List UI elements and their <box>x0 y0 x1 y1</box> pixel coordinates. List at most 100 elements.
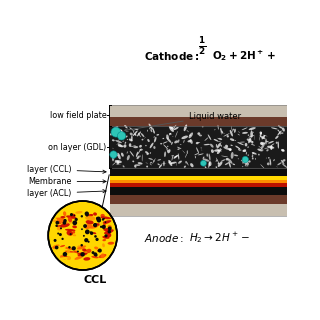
Circle shape <box>84 212 89 216</box>
Text: $H_2 \rightarrow 2H^+ -$: $H_2 \rightarrow 2H^+ -$ <box>189 230 250 245</box>
Ellipse shape <box>181 136 188 139</box>
Ellipse shape <box>57 245 66 250</box>
Ellipse shape <box>214 129 215 130</box>
Circle shape <box>92 251 95 254</box>
Ellipse shape <box>171 126 175 128</box>
Bar <box>110 168 287 176</box>
Ellipse shape <box>217 150 222 152</box>
Ellipse shape <box>108 242 114 245</box>
Ellipse shape <box>269 158 271 165</box>
Ellipse shape <box>99 254 107 258</box>
Ellipse shape <box>172 155 173 161</box>
Circle shape <box>117 132 126 140</box>
Ellipse shape <box>167 149 171 153</box>
Circle shape <box>53 239 57 242</box>
Ellipse shape <box>177 147 181 149</box>
Ellipse shape <box>217 143 221 148</box>
Ellipse shape <box>214 149 221 152</box>
Ellipse shape <box>116 161 119 164</box>
Circle shape <box>102 218 104 221</box>
Ellipse shape <box>220 145 222 147</box>
Ellipse shape <box>174 155 178 158</box>
Ellipse shape <box>112 161 117 165</box>
Ellipse shape <box>180 144 181 145</box>
Ellipse shape <box>217 151 220 154</box>
Ellipse shape <box>196 142 199 144</box>
Ellipse shape <box>249 127 256 130</box>
Ellipse shape <box>249 138 251 140</box>
Ellipse shape <box>260 136 265 139</box>
Ellipse shape <box>144 137 146 139</box>
Ellipse shape <box>278 141 279 148</box>
Ellipse shape <box>231 127 233 132</box>
Ellipse shape <box>221 130 223 134</box>
Text: on layer (GDL): on layer (GDL) <box>48 143 107 152</box>
Ellipse shape <box>270 143 274 146</box>
Ellipse shape <box>186 161 188 165</box>
Ellipse shape <box>214 139 218 141</box>
Ellipse shape <box>103 228 111 232</box>
Circle shape <box>108 230 111 233</box>
Ellipse shape <box>93 232 96 234</box>
Ellipse shape <box>238 148 240 150</box>
Ellipse shape <box>161 163 166 164</box>
Ellipse shape <box>260 132 262 137</box>
Ellipse shape <box>86 249 92 253</box>
Ellipse shape <box>185 161 187 164</box>
Circle shape <box>77 251 79 252</box>
Ellipse shape <box>260 142 265 144</box>
Ellipse shape <box>141 133 144 137</box>
Ellipse shape <box>260 164 265 169</box>
Text: Membrane: Membrane <box>28 177 106 186</box>
Ellipse shape <box>67 230 73 236</box>
Circle shape <box>69 233 72 235</box>
Bar <box>110 180 287 183</box>
Ellipse shape <box>74 251 78 253</box>
Ellipse shape <box>115 160 122 163</box>
Ellipse shape <box>169 133 171 135</box>
Ellipse shape <box>204 137 208 141</box>
Ellipse shape <box>129 139 133 141</box>
Circle shape <box>48 201 117 270</box>
Ellipse shape <box>96 245 105 251</box>
Ellipse shape <box>281 132 284 134</box>
Ellipse shape <box>150 142 154 148</box>
Ellipse shape <box>147 139 150 142</box>
Ellipse shape <box>63 212 66 215</box>
Ellipse shape <box>121 153 124 157</box>
Ellipse shape <box>157 164 160 165</box>
Ellipse shape <box>116 129 118 132</box>
Ellipse shape <box>102 239 106 241</box>
Ellipse shape <box>252 141 253 144</box>
Circle shape <box>93 252 97 256</box>
Ellipse shape <box>116 155 118 156</box>
Ellipse shape <box>169 161 171 164</box>
Ellipse shape <box>91 256 99 258</box>
Text: CCL: CCL <box>84 275 107 285</box>
Ellipse shape <box>257 148 263 151</box>
Ellipse shape <box>248 139 252 143</box>
Ellipse shape <box>230 138 235 141</box>
Ellipse shape <box>196 147 199 154</box>
Ellipse shape <box>243 149 246 152</box>
Ellipse shape <box>154 136 155 138</box>
Ellipse shape <box>261 143 263 145</box>
Ellipse shape <box>72 225 77 228</box>
Circle shape <box>85 229 90 234</box>
Ellipse shape <box>225 162 229 165</box>
Circle shape <box>63 221 66 225</box>
Ellipse shape <box>174 140 178 143</box>
Ellipse shape <box>246 152 247 155</box>
Ellipse shape <box>187 150 188 154</box>
Ellipse shape <box>175 131 178 138</box>
Ellipse shape <box>116 142 120 145</box>
Ellipse shape <box>277 130 279 131</box>
Ellipse shape <box>268 157 270 159</box>
Ellipse shape <box>134 165 136 168</box>
Ellipse shape <box>164 151 166 157</box>
Ellipse shape <box>172 125 176 131</box>
Ellipse shape <box>85 216 96 220</box>
Circle shape <box>84 238 88 242</box>
Ellipse shape <box>190 139 193 144</box>
Ellipse shape <box>189 134 191 136</box>
